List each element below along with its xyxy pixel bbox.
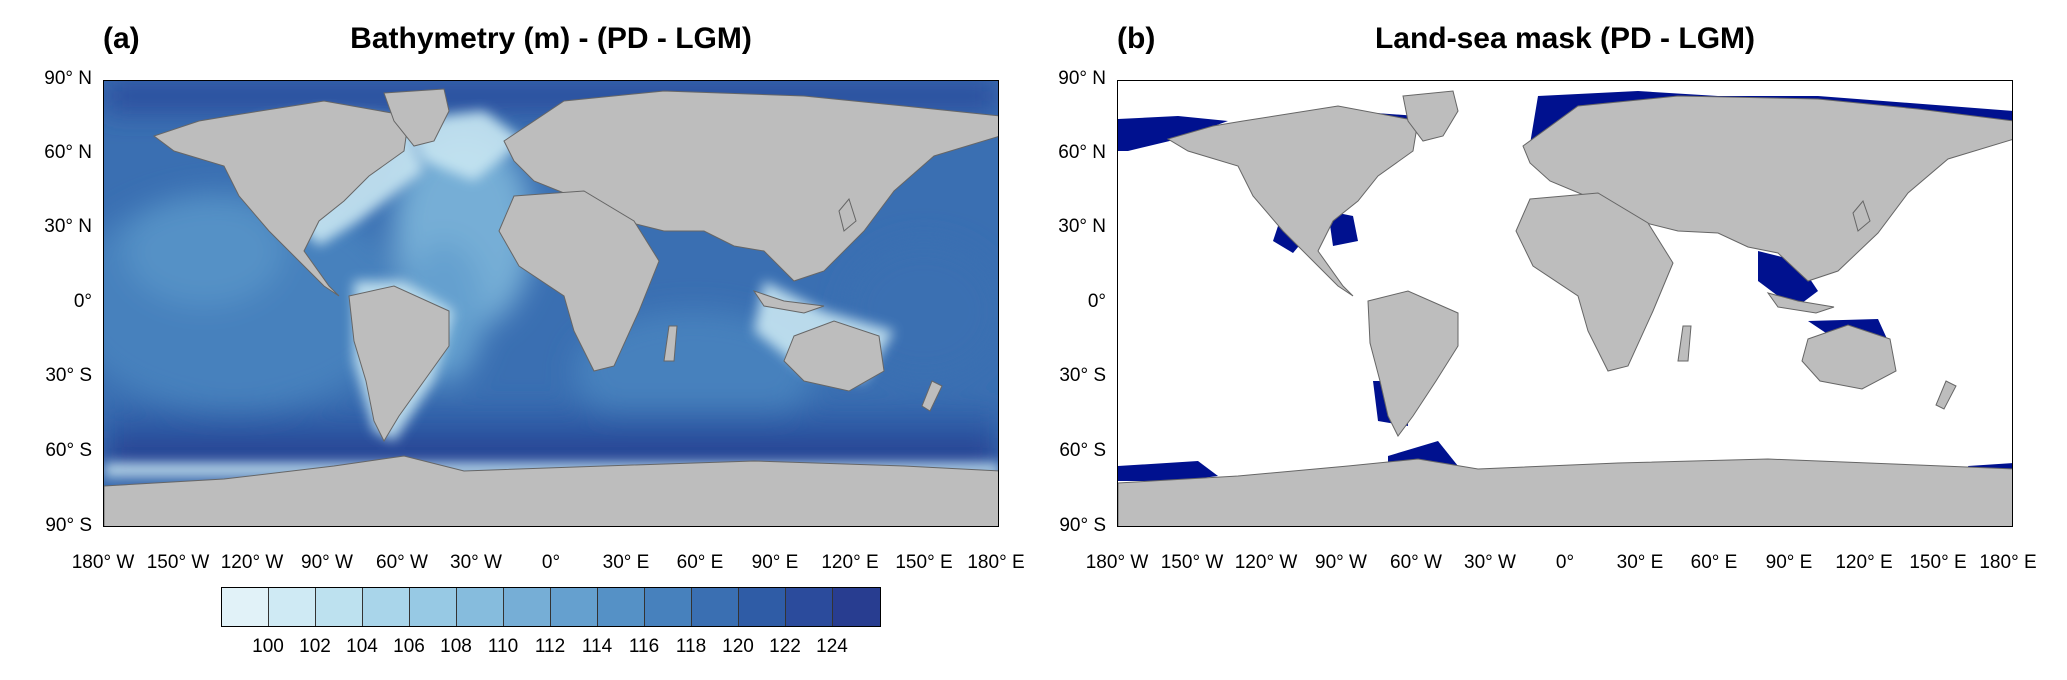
colorbar-swatch bbox=[363, 588, 410, 626]
lon-label-b: 60° W bbox=[1390, 552, 1442, 573]
colorbar-swatch bbox=[739, 588, 786, 626]
lon-label-a: 0° bbox=[541, 552, 561, 573]
lon-label-a: 120° W bbox=[220, 552, 284, 573]
colorbar-tick-label: 106 bbox=[393, 636, 425, 657]
colorbar-tick-label: 110 bbox=[487, 636, 519, 657]
colorbar-tick-label: 122 bbox=[769, 636, 801, 657]
land-sea-mask-map-svg bbox=[1118, 81, 2012, 526]
lat-label-b: 60° N bbox=[1058, 142, 1106, 163]
lon-label-b: 30° W bbox=[1464, 552, 1516, 573]
colorbar-tick-label: 104 bbox=[346, 636, 378, 657]
colorbar-swatch bbox=[786, 588, 833, 626]
lon-label-a: 60° W bbox=[376, 552, 428, 573]
colorbar-tick-label: 114 bbox=[581, 636, 613, 657]
lon-label-b: 180° E bbox=[1979, 552, 2037, 573]
colorbar-tick-label: 124 bbox=[816, 636, 848, 657]
colorbar-tick-label: 116 bbox=[628, 636, 660, 657]
panel-b-title: Land-sea mask (PD - LGM) bbox=[1374, 22, 1756, 55]
lon-label-a: 30° W bbox=[450, 552, 502, 573]
lat-label-a: 30° S bbox=[45, 365, 92, 386]
mask-land-masses bbox=[1118, 90, 2012, 526]
colorbar-swatch bbox=[410, 588, 457, 626]
colorbar-tick-label: 120 bbox=[722, 636, 754, 657]
bathymetry-colorbar bbox=[221, 587, 881, 627]
colorbar-tick-label: 108 bbox=[440, 636, 472, 657]
lon-label-b: 30° E bbox=[1616, 552, 1664, 573]
lon-label-b: 150° W bbox=[1160, 552, 1224, 573]
lon-label-a: 150° E bbox=[895, 552, 953, 573]
lon-label-a: 150° W bbox=[146, 552, 210, 573]
lat-label-b: 90° N bbox=[1058, 68, 1106, 89]
lat-label-b: 0° bbox=[1087, 291, 1106, 312]
colorbar-swatch bbox=[269, 588, 316, 626]
lon-label-b: 120° E bbox=[1835, 552, 1893, 573]
lon-label-a: 120° E bbox=[821, 552, 879, 573]
colorbar-swatch bbox=[551, 588, 598, 626]
colorbar-swatch bbox=[222, 588, 269, 626]
lat-label-a: 60° N bbox=[44, 142, 92, 163]
colorbar-swatch bbox=[457, 588, 504, 626]
lat-label-b: 30° N bbox=[1058, 216, 1106, 237]
lon-label-b: 60° E bbox=[1690, 552, 1738, 573]
lon-label-a: 180° E bbox=[967, 552, 1025, 573]
lon-label-b: 120° W bbox=[1234, 552, 1298, 573]
lat-label-b: 60° S bbox=[1059, 440, 1106, 461]
colorbar-swatch bbox=[504, 588, 551, 626]
land-masses bbox=[104, 88, 998, 526]
panel-b-letter: (b) bbox=[1117, 22, 1156, 55]
lon-label-b: 150° E bbox=[1909, 552, 1967, 573]
lon-label-a: 180° W bbox=[71, 552, 135, 573]
land-sea-mask-map bbox=[1117, 80, 2013, 527]
lon-label-a: 90° E bbox=[751, 552, 799, 573]
colorbar-swatch bbox=[833, 588, 880, 626]
lon-label-b: 0° bbox=[1555, 552, 1575, 573]
lon-label-b: 180° W bbox=[1085, 552, 1149, 573]
lat-label-a: 60° S bbox=[45, 440, 92, 461]
lat-label-a: 90° N bbox=[44, 68, 92, 89]
lon-label-a: 60° E bbox=[676, 552, 724, 573]
colorbar-swatch bbox=[692, 588, 739, 626]
colorbar-tick-label: 112 bbox=[534, 636, 566, 657]
bathymetry-map-svg bbox=[104, 81, 998, 526]
lon-label-a: 30° E bbox=[602, 552, 650, 573]
panel-a-title: Bathymetry (m) - (PD - LGM) bbox=[350, 22, 752, 55]
lat-label-a: 30° N bbox=[44, 216, 92, 237]
lat-label-a: 90° S bbox=[45, 515, 92, 536]
lon-label-b: 90° W bbox=[1315, 552, 1367, 573]
bathymetry-map bbox=[103, 80, 999, 527]
colorbar-tick-label: 102 bbox=[299, 636, 331, 657]
lon-label-a: 90° W bbox=[301, 552, 353, 573]
lon-label-b: 90° E bbox=[1765, 552, 1813, 573]
colorbar-swatch bbox=[598, 588, 645, 626]
colorbar-tick-label: 100 bbox=[252, 636, 284, 657]
lat-label-b: 30° S bbox=[1059, 365, 1106, 386]
colorbar-swatch bbox=[645, 588, 692, 626]
lat-label-b: 90° S bbox=[1059, 515, 1106, 536]
colorbar-tick-label: 118 bbox=[675, 636, 707, 657]
colorbar-swatch bbox=[316, 588, 363, 626]
panel-a-letter: (a) bbox=[103, 22, 140, 55]
lat-label-a: 0° bbox=[73, 291, 92, 312]
